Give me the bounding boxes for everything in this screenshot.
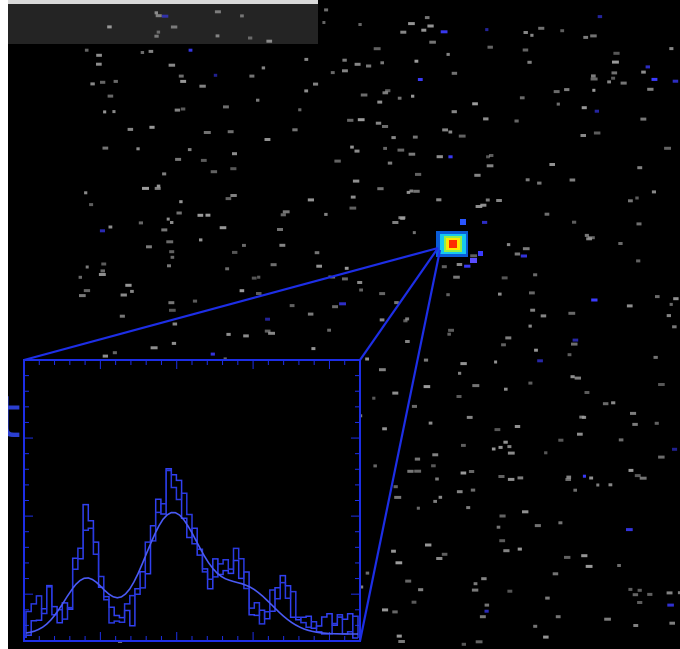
histogram-axis-ticks [23, 359, 361, 642]
histogram-series-b [25, 469, 359, 638]
background-noise-pixels [78, 8, 680, 646]
histogram-envelope [25, 511, 358, 635]
edge-text-fragment: t [8, 383, 21, 451]
histogram-frame [23, 359, 361, 642]
histogram-inset [23, 359, 361, 642]
corner-bar [8, 0, 318, 44]
zoom-connector-lines [23, 246, 442, 642]
corner-bar-highlight [8, 0, 318, 4]
detector-image: t [8, 0, 680, 649]
hotspot-source [436, 219, 483, 263]
scene-svg [23, 8, 680, 646]
